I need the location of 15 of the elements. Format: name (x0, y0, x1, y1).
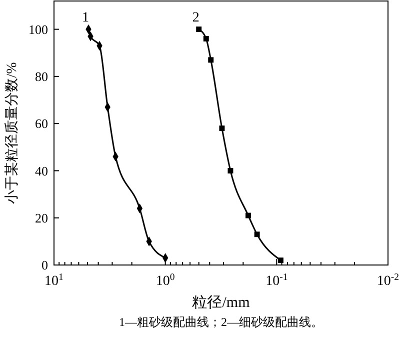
text: 1—粗砂级配曲线；2—细砂级配曲线。 (119, 315, 323, 329)
x-tick-label: 10$^{-2}$ (376, 272, 400, 289)
y-tick-label: 60 (35, 116, 48, 132)
y-axis-title: 小于某粒径质量分数/% (4, 62, 20, 204)
x-tick-label: 10$^{0}$ (156, 272, 175, 289)
x-tick-label: 10$^{-1}$ (266, 272, 288, 289)
x-axis-title: 粒径/mm (192, 295, 250, 311)
y-tick-label: 40 (35, 163, 48, 178)
series-label: 2 (192, 10, 200, 26)
y-tick-label: 100 (28, 22, 48, 37)
series-label: 1 (82, 10, 89, 26)
x-tick-label: 10$^{1}$ (44, 272, 64, 289)
y-tick-label: 20 (35, 210, 48, 226)
y-tick-label: 80 (35, 68, 48, 84)
y-tick-label: 0 (42, 258, 48, 273)
